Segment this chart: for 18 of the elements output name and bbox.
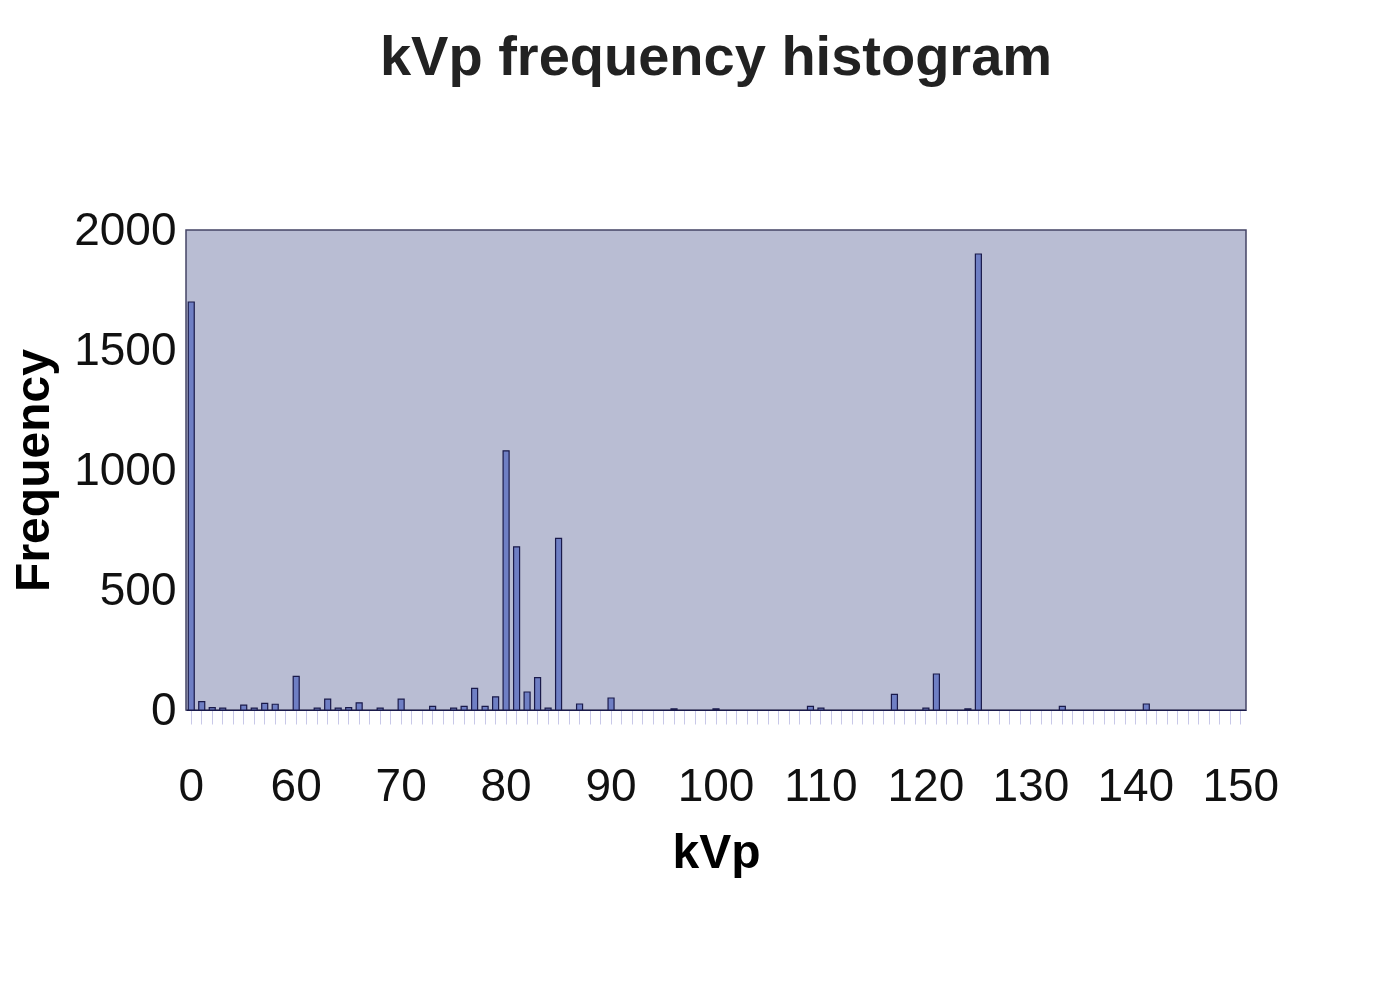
x-tick-label: 150: [1202, 758, 1280, 811]
x-tick-label: 90: [585, 758, 637, 811]
chart-title: kVp frequency histogram: [379, 24, 1053, 87]
y-tick-label: 0: [150, 682, 177, 735]
x-tick-label: 140: [1097, 758, 1175, 811]
y-tick-label: 1500: [74, 322, 177, 375]
y-tick-label: 500: [99, 562, 177, 615]
y-axis-title: Frequency: [6, 348, 60, 592]
x-tick-label: 100: [677, 758, 755, 811]
x-tick-label: 70: [375, 758, 427, 811]
y-tick-label: 2000: [74, 202, 177, 255]
x-tick-label: 130: [992, 758, 1070, 811]
x-axis-title: kVp: [672, 824, 761, 878]
x-tick-label: 80: [480, 758, 532, 811]
x-tick-label: 60: [270, 758, 322, 811]
y-tick-label: 1000: [74, 442, 177, 495]
x-tick-label: 120: [887, 758, 965, 811]
x-tick-label: 110: [784, 758, 858, 811]
